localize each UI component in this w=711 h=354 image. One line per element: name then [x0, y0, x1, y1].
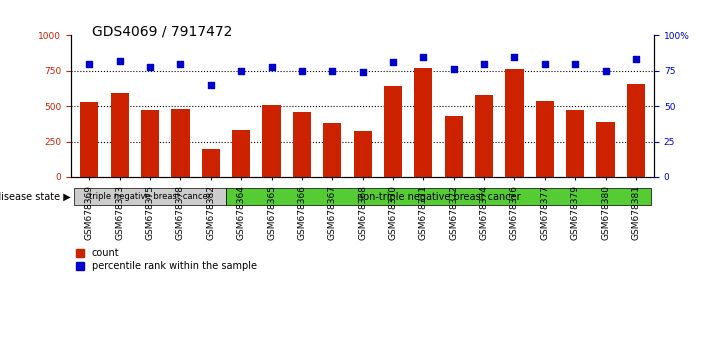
Point [175, 61, 186, 67]
Bar [353, 131, 372, 177]
Bar [171, 109, 190, 177]
Bar [415, 68, 432, 177]
Point [326, 68, 338, 74]
Bar [226, 188, 651, 205]
Point [296, 68, 308, 74]
Point [600, 68, 611, 74]
Text: disease state ▶: disease state ▶ [0, 192, 71, 202]
Bar [262, 105, 281, 177]
Legend: count, percentile rank within the sample: count, percentile rank within the sample [76, 249, 257, 271]
Point [235, 68, 247, 74]
Bar [111, 93, 129, 177]
Point [417, 54, 429, 59]
Bar [232, 130, 250, 177]
Point [387, 59, 399, 65]
Bar [627, 84, 645, 177]
Point [448, 67, 459, 72]
Point [539, 61, 550, 67]
Bar [475, 95, 493, 177]
Bar [444, 116, 463, 177]
Bar [323, 123, 341, 177]
Text: GDS4069 / 7917472: GDS4069 / 7917472 [92, 25, 232, 39]
Point [114, 58, 125, 64]
Point [570, 61, 581, 67]
Bar [80, 102, 98, 177]
Bar [141, 110, 159, 177]
Point [84, 61, 95, 67]
Point [144, 64, 156, 69]
Text: non-triple negative breast cancer: non-triple negative breast cancer [357, 192, 520, 202]
Point [630, 57, 641, 62]
Bar [293, 112, 311, 177]
Text: triple negative breast cancer: triple negative breast cancer [89, 192, 211, 201]
Bar [535, 101, 554, 177]
Bar [74, 188, 226, 205]
Bar [506, 69, 523, 177]
Point [266, 64, 277, 69]
Bar [597, 122, 614, 177]
Bar [566, 110, 584, 177]
Bar [202, 149, 220, 177]
Point [205, 82, 216, 88]
Point [479, 61, 490, 67]
Point [509, 54, 520, 59]
Point [357, 69, 368, 75]
Bar [384, 86, 402, 177]
